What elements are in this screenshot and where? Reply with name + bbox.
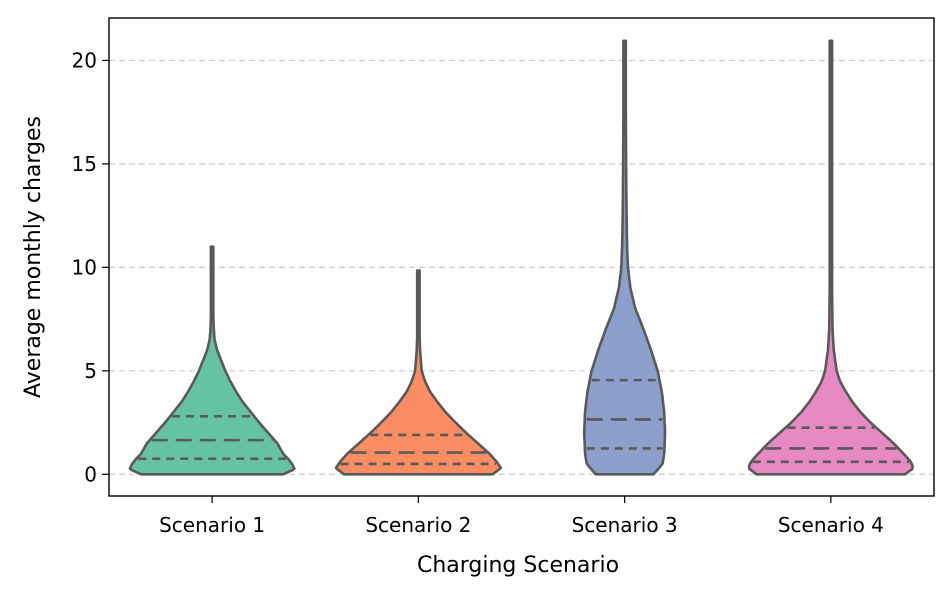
violin-3 <box>582 39 667 476</box>
violin-body <box>582 39 667 476</box>
x-tick-label: Scenario 3 <box>572 513 678 537</box>
y-tick-label: 15 <box>72 152 97 176</box>
grid-lines <box>109 59 934 475</box>
y-tick-label: 20 <box>72 48 97 72</box>
violin-body <box>334 269 503 476</box>
violin-2 <box>334 269 503 476</box>
violin-1 <box>128 245 296 476</box>
violins <box>128 39 914 476</box>
axes-frame <box>108 17 935 497</box>
y-axis-label: Average monthly charges <box>21 116 46 398</box>
x-tick-label: Scenario 4 <box>778 513 884 537</box>
violin-4 <box>747 39 914 476</box>
x-ticks: Scenario 1 Scenario 2 Scenario 3 Scenario 4 <box>159 496 884 537</box>
y-tick-label: 0 <box>84 462 97 486</box>
x-tick-label: Scenario 2 <box>365 513 471 537</box>
x-tick-label: Scenario 1 <box>159 513 265 537</box>
y-tick-label: 10 <box>72 255 97 279</box>
y-ticks: 0 5 10 15 20 <box>72 48 109 486</box>
violin-body <box>747 39 914 476</box>
y-tick-label: 5 <box>84 359 97 383</box>
x-axis-label: Charging Scenario <box>417 553 619 578</box>
violin-body <box>128 245 296 476</box>
